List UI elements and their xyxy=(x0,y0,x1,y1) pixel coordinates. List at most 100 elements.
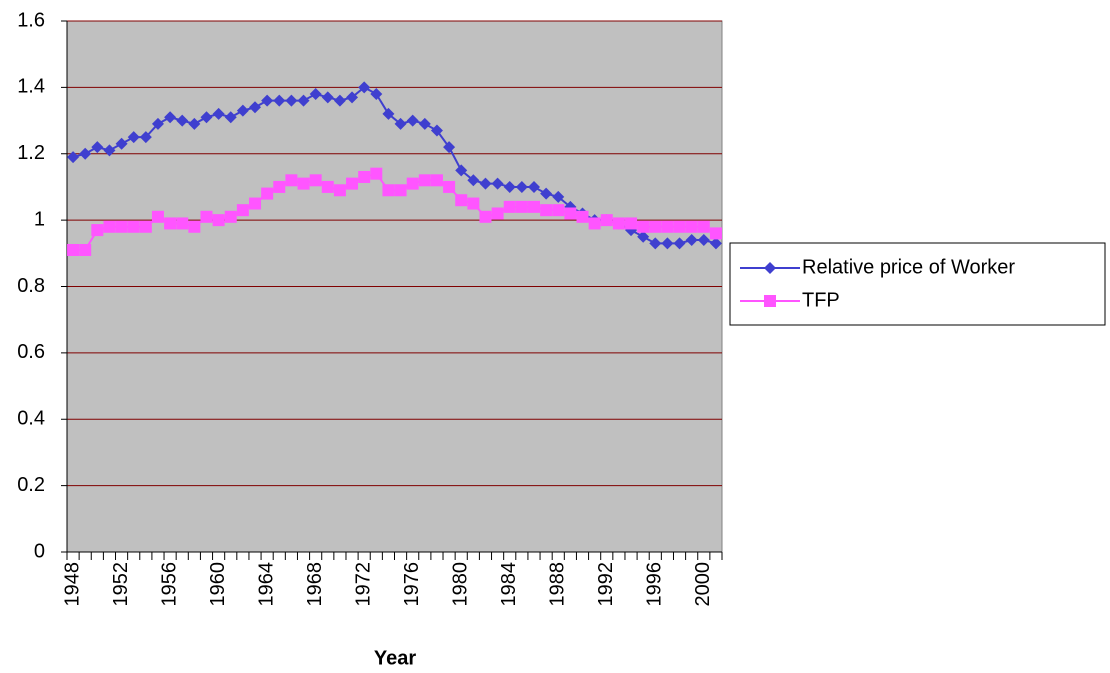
legend-marker xyxy=(764,262,776,274)
data-point xyxy=(297,177,310,190)
data-point xyxy=(236,204,249,217)
data-point xyxy=(346,91,359,104)
data-point xyxy=(103,144,116,157)
data-point xyxy=(212,107,225,120)
x-tick-label: 1956 xyxy=(158,562,180,607)
data-point xyxy=(236,104,249,117)
data-point xyxy=(515,180,528,193)
data-point xyxy=(358,170,371,183)
data-point xyxy=(600,214,613,227)
data-point xyxy=(139,131,152,144)
data-point xyxy=(479,210,492,223)
data-point xyxy=(370,88,383,101)
y-tick-label: 0 xyxy=(34,540,45,562)
data-point xyxy=(261,94,274,107)
y-tick-label: 1.4 xyxy=(17,76,45,98)
data-point xyxy=(394,117,407,130)
legend-marker xyxy=(764,295,776,307)
y-tick-label: 0.2 xyxy=(17,474,45,496)
data-point xyxy=(321,91,334,104)
data-point xyxy=(91,224,104,237)
data-point xyxy=(224,111,237,124)
x-tick-label: 1984 xyxy=(498,562,520,607)
data-point xyxy=(382,184,395,197)
x-tick-label: 1980 xyxy=(449,562,471,607)
data-point xyxy=(249,197,262,210)
y-tick-label: 0.8 xyxy=(17,275,45,297)
data-point xyxy=(697,234,710,247)
data-point xyxy=(382,107,395,120)
data-point xyxy=(588,217,601,230)
data-point xyxy=(358,81,371,94)
data-point xyxy=(115,137,128,150)
data-point xyxy=(564,207,577,220)
data-point xyxy=(164,111,177,124)
x-tick-label: 2000 xyxy=(692,562,714,607)
data-point xyxy=(139,220,152,233)
x-tick-label: 1948 xyxy=(61,562,83,607)
y-tick-label: 1.6 xyxy=(17,9,45,31)
data-point xyxy=(346,177,359,190)
data-point xyxy=(709,237,722,250)
legend-box xyxy=(729,242,1106,326)
y-tick-label: 1 xyxy=(34,208,45,230)
data-point xyxy=(503,200,516,213)
data-point xyxy=(661,220,674,233)
data-point xyxy=(309,174,322,187)
x-tick-label: 1964 xyxy=(255,562,277,607)
x-axis-title: Year xyxy=(374,647,416,669)
data-point xyxy=(188,220,201,233)
data-point xyxy=(540,204,553,217)
data-point xyxy=(79,243,92,256)
data-point xyxy=(527,180,540,193)
x-tick-label: 1976 xyxy=(401,562,423,607)
data-point xyxy=(467,197,480,210)
data-point xyxy=(333,184,346,197)
y-tick-label: 0.4 xyxy=(17,408,45,430)
data-point xyxy=(91,141,104,154)
data-point xyxy=(418,117,431,130)
data-point xyxy=(297,94,310,107)
data-point xyxy=(479,177,492,190)
data-point xyxy=(127,220,140,233)
data-point xyxy=(697,220,710,233)
data-point xyxy=(637,220,650,233)
data-point xyxy=(200,210,213,223)
data-point xyxy=(673,237,686,250)
data-point xyxy=(151,210,164,223)
data-point xyxy=(443,141,456,154)
data-point xyxy=(273,180,286,193)
data-point xyxy=(612,217,625,230)
data-point xyxy=(661,237,674,250)
data-point xyxy=(394,184,407,197)
data-point xyxy=(224,210,237,223)
legend-label: Relative price of Worker xyxy=(802,256,1015,278)
data-point xyxy=(176,114,189,127)
data-point xyxy=(552,204,565,217)
data-point xyxy=(176,217,189,230)
y-tick-label: 0.6 xyxy=(17,341,45,363)
data-point xyxy=(273,94,286,107)
data-point xyxy=(552,190,565,203)
y-tick-label: 1.2 xyxy=(17,142,45,164)
data-point xyxy=(67,151,80,164)
data-point xyxy=(406,114,419,127)
data-point xyxy=(370,167,383,180)
data-point xyxy=(443,180,456,193)
data-point xyxy=(261,187,274,200)
data-point xyxy=(79,147,92,160)
data-point xyxy=(455,164,468,177)
data-point xyxy=(503,180,516,193)
data-point xyxy=(212,214,225,227)
data-point xyxy=(527,200,540,213)
data-point xyxy=(685,220,698,233)
data-point xyxy=(430,124,443,137)
data-point xyxy=(515,200,528,213)
x-tick-label: 1952 xyxy=(110,562,132,607)
data-point xyxy=(455,194,468,207)
x-tick-label: 1968 xyxy=(304,562,326,607)
data-point xyxy=(540,187,553,200)
data-point xyxy=(673,220,686,233)
data-point xyxy=(188,117,201,130)
